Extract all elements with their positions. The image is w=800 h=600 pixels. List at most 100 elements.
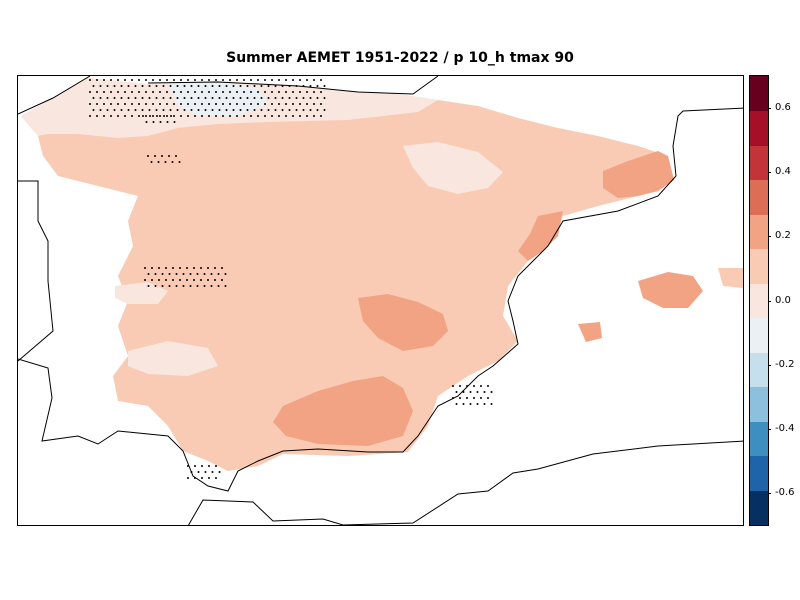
significance-dot <box>217 273 220 275</box>
significance-dot <box>162 85 165 87</box>
significance-dot <box>281 97 284 99</box>
significance-dot <box>166 91 168 93</box>
significance-dot <box>197 471 200 473</box>
significance-dot <box>194 91 196 93</box>
significance-dot <box>183 109 186 111</box>
significance-dot <box>117 91 119 93</box>
valencia-higher-patch <box>518 211 563 261</box>
significance-dot <box>178 161 181 163</box>
significance-dot <box>99 97 102 99</box>
significance-dot <box>164 161 167 163</box>
significance-dot <box>110 79 112 81</box>
significance-dot <box>239 85 242 87</box>
significance-dot <box>187 477 189 479</box>
significance-dot <box>131 115 133 117</box>
colorbar-segment <box>750 214 768 250</box>
significance-dot <box>490 403 493 405</box>
significance-dot <box>466 397 468 399</box>
colorbar-tick-label: 0.0 <box>775 294 791 306</box>
significance-dot <box>476 403 479 405</box>
significance-dot <box>264 91 266 93</box>
significance-dot <box>138 103 140 105</box>
colorbar-tick-mark <box>768 108 771 110</box>
colorbar-segment <box>750 283 768 319</box>
significance-dot <box>239 109 242 111</box>
significance-dot <box>207 267 209 269</box>
significance-dot <box>187 115 189 117</box>
significance-dot <box>201 477 203 479</box>
significance-dot <box>89 103 91 105</box>
significance-dot <box>253 85 256 87</box>
significance-dot <box>158 279 160 281</box>
significance-dot <box>170 115 172 117</box>
significance-dot <box>173 115 175 117</box>
significance-dot <box>476 391 479 393</box>
significance-dot <box>103 79 105 81</box>
significance-dot <box>182 285 185 287</box>
significance-dot <box>264 79 266 81</box>
significance-dot <box>215 477 217 479</box>
significance-dot <box>204 97 207 99</box>
significance-dot <box>260 97 263 99</box>
significance-dot <box>175 155 177 157</box>
significance-dot <box>208 465 210 467</box>
significance-dot <box>215 115 217 117</box>
significance-dot <box>162 97 165 99</box>
significance-dot <box>168 155 170 157</box>
significance-dot <box>302 85 305 87</box>
significance-dot <box>236 103 238 105</box>
significance-dot <box>271 103 273 105</box>
significance-dot <box>190 97 193 99</box>
significance-dot <box>278 79 280 81</box>
significance-dot <box>232 109 235 111</box>
significance-dot <box>250 103 252 105</box>
significance-dot <box>204 85 207 87</box>
significance-dot <box>309 85 312 87</box>
significance-dot <box>278 103 280 105</box>
colorbar-tick-mark <box>768 428 771 430</box>
significance-dot <box>302 109 305 111</box>
significance-dot <box>134 85 137 87</box>
significance-dot <box>92 97 95 99</box>
significance-dot <box>124 91 126 93</box>
colorbar-tick-label: 0.6 <box>775 102 791 114</box>
significance-dot <box>154 273 157 275</box>
significance-dot <box>156 115 158 117</box>
significance-dot <box>155 97 158 99</box>
colorbar-segment <box>750 421 768 457</box>
significance-dot <box>459 385 461 387</box>
significance-dot <box>208 79 210 81</box>
significance-dot <box>161 155 163 157</box>
significance-dot <box>299 79 301 81</box>
significance-dot <box>169 109 172 111</box>
colorbar-segment <box>750 76 768 112</box>
significance-dot <box>306 91 308 93</box>
significance-dot <box>168 273 171 275</box>
significance-dot <box>214 267 216 269</box>
colorbar-tick-mark <box>768 300 771 302</box>
significance-dot <box>313 79 315 81</box>
significance-dot <box>221 267 223 269</box>
significance-dot <box>161 273 164 275</box>
significance-dot <box>224 273 227 275</box>
significance-dot <box>260 85 263 87</box>
significance-dot <box>173 79 175 81</box>
significance-dot <box>236 91 238 93</box>
significance-dot <box>155 85 158 87</box>
significance-dot <box>103 103 105 105</box>
significance-dot <box>320 115 322 117</box>
significance-dot <box>320 91 322 93</box>
significance-dot <box>148 109 151 111</box>
significance-dot <box>141 97 144 99</box>
significance-dot <box>271 91 273 93</box>
significance-dot <box>243 79 245 81</box>
significance-dot <box>145 103 147 105</box>
significance-dot <box>89 91 91 93</box>
significance-dot <box>490 391 493 393</box>
significance-dot <box>145 121 148 123</box>
significance-dot <box>455 403 458 405</box>
significance-dot <box>480 397 482 399</box>
significance-dot <box>96 103 98 105</box>
significance-dot <box>323 109 326 111</box>
anomaly-map <box>18 76 743 525</box>
